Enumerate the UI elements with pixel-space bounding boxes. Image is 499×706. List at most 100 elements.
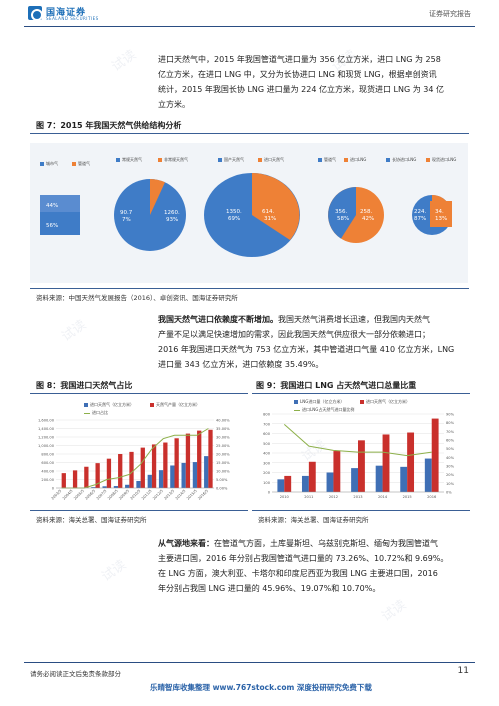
bar [424,458,432,492]
paragraph-line: 立方米。 [158,100,190,109]
y-tick-label: 300 [263,461,271,465]
bar [358,440,365,492]
legend-item: 进口LNG占天然气进口量比例 [294,407,354,413]
x-tick-label: 2014 [378,495,388,499]
pie-conventional-gas: 90.7 7% 1260. 93% [114,179,186,251]
y2-tick-label: 0% [446,491,452,495]
x-tick-label: 2010/5 [130,489,142,501]
bar [163,442,168,488]
bar [61,473,66,488]
brand-name-en: SEALAND SECURITIES [46,16,99,21]
y2-tick-label: 50% [446,447,455,451]
y2-tick-label: 5.00% [216,478,228,482]
pie-domestic-import: 1350. 69% 614. 31% [204,173,300,257]
paragraph-import-dependence: 我国天然气进口依赖度不断增加。我国天然气消费增长迅速，但我国内天然气 产量不足以… [158,312,478,372]
x-tick-label: 2012/5 [152,489,164,501]
bar [140,447,145,488]
bar [106,458,112,488]
bar [192,462,198,488]
bar [113,486,119,488]
y-tick-label: 500 [263,442,271,446]
pie-label: 614. [262,209,274,215]
x-tick-label: 2009/5 [118,489,130,501]
header-divider [24,26,475,27]
line-series [283,424,432,457]
bar [208,429,213,488]
x-tick-label: 2013/5 [163,489,175,501]
figure-7-rule [30,133,469,134]
legend-item: 管道气 [72,161,90,167]
pie-contract-spot: 224. 87% 34. 13% [412,195,452,235]
pie-slice [150,179,165,215]
chart-import-share: 0 200.00 400.00 600.00 800.00 1,000.00 1,200.0… [38,419,230,501]
y2-tick-label: 0.00% [216,487,228,491]
brand-name: 国海证券 [46,8,87,18]
paragraph-line: 从气源地来看：在管道气方面，土库曼斯坦、乌兹别克斯坦、缅甸为我国管道气 [158,539,438,548]
paragraph-line: 进口量 343 亿立方米，进口依赖度 35.49%。 [158,360,324,369]
pie-label: 42% [362,216,374,222]
pie-label: 44% [46,203,58,209]
legend-item: 现货进口LNG [426,157,456,163]
figure-9-title: 图 9：我国进口 LNG 占天然气进口总量比重 [256,381,417,390]
pie-label: 356. [335,209,347,215]
y-tick-label: 0 [268,491,271,495]
figure-7-rule-bottom [30,288,469,289]
x-tick-label: 2012 [329,495,338,499]
bar [136,480,141,488]
x-tick-label: 2011 [304,495,313,499]
paragraph-gas-sources: 从气源地来看：在管道气方面，土库曼斯坦、乌兹别克斯坦、缅甸为我国管道气 主要进口… [158,536,478,596]
x-tick-label: 2015 [403,495,412,499]
chart-lng-share: 0 100 200 300 400 500 600 700 800 0% 10% 20% 30% 40% 5… [263,413,455,500]
bar [147,474,152,488]
x-tick-label: 2011/5 [141,489,153,501]
paragraph-line: 亿立方米，在进口 LNG 中，又分为长协进口 LNG 和现货 LNG，根据卓创资… [158,70,437,79]
y2-tick-label: 25.00% [216,444,230,448]
y2-tick-label: 15.00% [216,461,230,465]
figure-9-source: 资料来源：海关总署、国海证券研究所 [258,516,369,524]
bar [174,438,179,488]
y2-tick-label: 80% [446,421,455,425]
y2-tick-label: 90% [446,413,455,417]
bar [284,475,292,492]
pie-slice [328,187,356,239]
y2-tick-label: 30% [446,465,455,469]
x-tick-label: 2006/5 [84,489,96,501]
bar [95,463,100,488]
bar [129,451,134,488]
download-banner-link[interactable]: 乐晴智库收集整理 www.767stock.com 深度投研研究免费下载 [150,683,372,692]
report-type: 证券研究报告 [429,10,471,18]
bar [351,468,358,492]
paragraph-line: 2016 年我国进口天然气为 753 亿立方米，其中管道进口气量 410 亿立方… [158,345,455,354]
y-tick-label: 1,000.00 [38,444,55,448]
x-tick-label: 2003/5 [51,489,63,501]
bar [326,472,334,492]
paragraph-line: 年分别占我国 LNG 进口量的 45.96%、19.07%和 10.70%。 [158,584,381,593]
y-tick-label: 400 [263,452,271,456]
y-tick-label: 200 [263,471,271,475]
x-tick-label: 2008/5 [107,489,119,501]
bar [308,461,316,492]
y-tick-label: 600.00 [41,461,54,465]
bar [91,487,96,488]
bar [84,466,89,488]
y-tick-label: 0 [52,487,55,491]
bar [151,444,157,488]
bar [102,486,107,488]
y-tick-label: 1,400.00 [38,427,55,431]
bar [204,456,209,488]
y2-tick-label: 60% [446,439,455,443]
bar [431,418,439,492]
paragraph-line: 产量不足以满足快速增加的需求，因此我国天然气供应很大一部分依赖进口； [158,330,430,339]
y-tick-label: 700 [263,422,271,426]
brand-logo-icon [28,6,43,21]
pie-label: 31% [264,216,276,222]
y-tick-label: 400.00 [41,470,54,474]
x-tick-label: 2013 [353,495,362,499]
bar [72,470,78,488]
y-tick-label: 1,200.00 [38,436,55,440]
legend-item: 进口天然气 [258,157,284,163]
y2-tick-label: 20.00% [216,453,230,457]
legend-item: 天然气产量（亿立方米） [150,402,200,408]
pie-label: 56% [46,223,58,229]
figure-7-title: 图 7：2015 年我国天然气供给结构分析 [36,121,182,130]
